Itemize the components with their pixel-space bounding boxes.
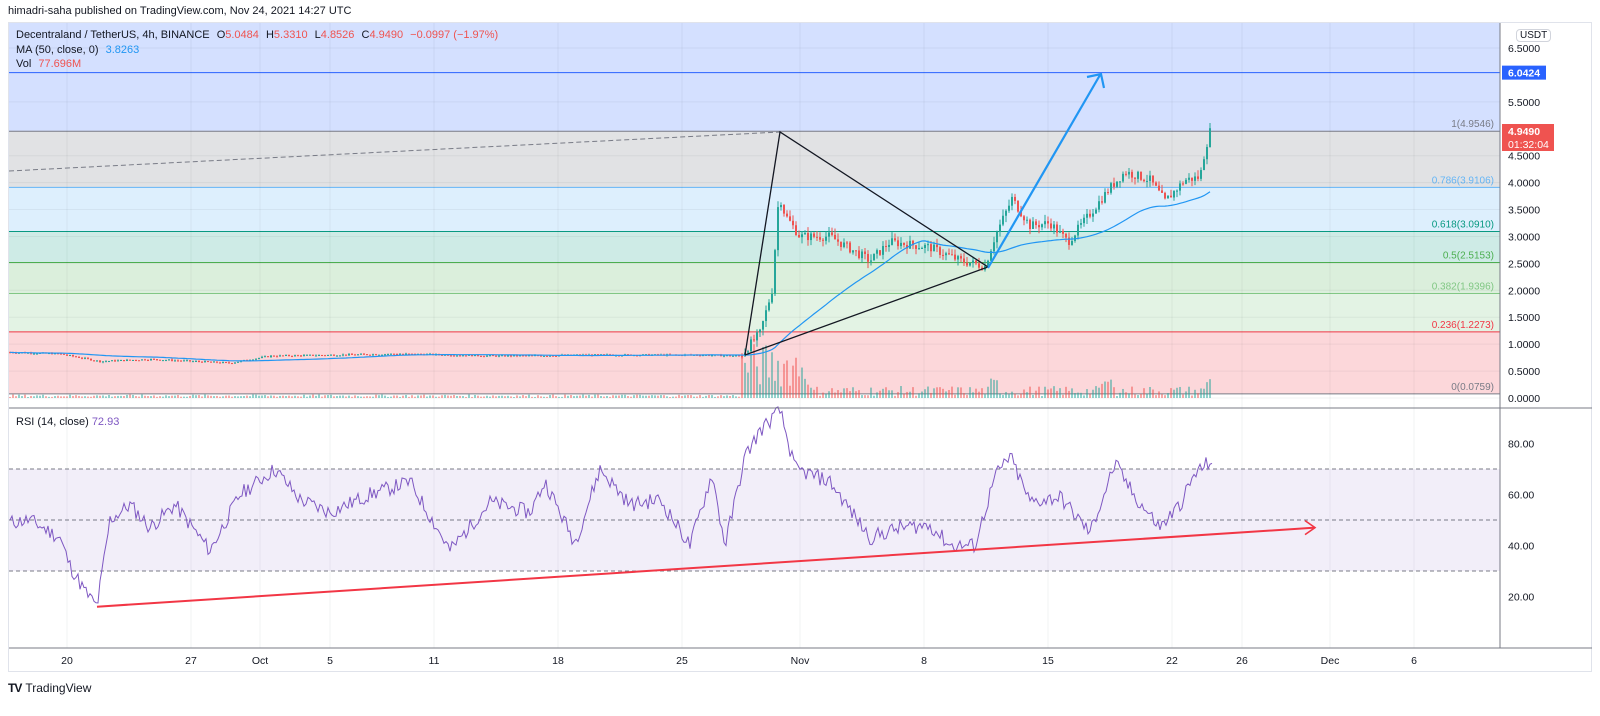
svg-text:0.236(1.2273): 0.236(1.2273) (1432, 320, 1494, 331)
svg-text:2.0000: 2.0000 (1508, 285, 1540, 297)
open-value: 5.0484 (225, 29, 259, 41)
svg-text:5.5000: 5.5000 (1508, 97, 1540, 109)
svg-text:3.5000: 3.5000 (1508, 205, 1540, 217)
low-value: 4.8526 (320, 29, 355, 41)
rsi-value: 72.93 (91, 416, 120, 428)
vol-label[interactable]: Vol (16, 58, 32, 70)
svg-text:01:32:04: 01:32:04 (1508, 139, 1549, 151)
rsi-label[interactable]: RSI (14, close) (16, 416, 89, 428)
svg-text:26: 26 (1236, 655, 1248, 667)
svg-text:25: 25 (676, 655, 688, 667)
rsi-legend: RSI (14, close) 72.93 (16, 416, 119, 428)
chart-container[interactable] (8, 22, 1592, 672)
svg-text:15: 15 (1042, 655, 1054, 667)
svg-text:1.0000: 1.0000 (1508, 339, 1540, 351)
ma-value: 3.8263 (105, 43, 140, 56)
svg-text:80.00: 80.00 (1508, 439, 1534, 451)
svg-text:0.382(1.9396): 0.382(1.9396) (1432, 282, 1494, 293)
svg-text:20: 20 (61, 655, 73, 667)
svg-text:4.9490: 4.9490 (1508, 126, 1540, 138)
svg-text:0.0000: 0.0000 (1508, 393, 1540, 405)
svg-text:6.0424: 6.0424 (1508, 68, 1540, 80)
svg-text:Oct: Oct (252, 655, 268, 667)
svg-text:3.0000: 3.0000 (1508, 231, 1540, 243)
moving-average-line (9, 191, 1211, 362)
axes: 6.5000 5.5000 4.5000 4.0000 3.5000 3.0000 2.50… (9, 23, 1592, 667)
svg-text:Nov: Nov (791, 655, 810, 667)
svg-text:0.786(3.9106): 0.786(3.9106) (1432, 175, 1494, 186)
svg-text:5: 5 (327, 655, 333, 667)
svg-text:6: 6 (1411, 655, 1417, 667)
svg-text:4.5000: 4.5000 (1508, 151, 1540, 163)
svg-text:2.5000: 2.5000 (1508, 258, 1540, 270)
svg-text:0.5000: 0.5000 (1508, 366, 1540, 378)
svg-text:4.0000: 4.0000 (1508, 178, 1540, 190)
svg-text:Dec: Dec (1321, 655, 1340, 667)
publisher-line: himadri-saha published on TradingView.co… (8, 5, 352, 17)
rsi-pane (9, 406, 1500, 608)
svg-text:18: 18 (552, 655, 564, 667)
svg-text:22: 22 (1166, 655, 1178, 667)
svg-text:0.5(2.5153): 0.5(2.5153) (1443, 251, 1494, 262)
svg-text:8: 8 (921, 655, 927, 667)
tradingview-logo-icon: TV (8, 681, 22, 695)
ma-label[interactable]: MA (50, close, 0) (16, 43, 99, 56)
svg-text:27: 27 (185, 655, 197, 667)
svg-text:1.5000: 1.5000 (1508, 312, 1540, 324)
svg-text:6.5000: 6.5000 (1508, 43, 1540, 55)
vol-value: 77.696M (38, 58, 82, 70)
triangle-drawing (744, 130, 990, 356)
footer-brand[interactable]: TV TradingView (8, 681, 91, 695)
svg-text:20.00: 20.00 (1508, 592, 1534, 604)
svg-text:1(4.9546): 1(4.9546) (1451, 119, 1494, 130)
drawings[interactable] (8, 72, 1106, 356)
volume-bars (9, 344, 1211, 398)
brand-name: TradingView (25, 681, 92, 695)
close-value: 4.9490 (369, 29, 404, 41)
symbol-title[interactable]: Decentraland / TetherUS, 4h, BINANCE (16, 29, 210, 41)
gridlines (9, 23, 1500, 648)
currency-badge[interactable]: USDT (1516, 29, 1552, 42)
change-value: −0.0997 (−1.97%) (410, 29, 499, 41)
main-legend: Decentraland / TetherUS, 4h, BINANCE O5.… (16, 29, 499, 70)
svg-text:11: 11 (429, 655, 440, 667)
svg-text:0.618(3.0910): 0.618(3.0910) (1432, 220, 1494, 231)
svg-text:0(0.0759): 0(0.0759) (1451, 382, 1494, 393)
svg-text:60.00: 60.00 (1508, 490, 1534, 502)
high-value: 5.3310 (273, 29, 308, 41)
svg-text:40.00: 40.00 (1508, 541, 1534, 553)
